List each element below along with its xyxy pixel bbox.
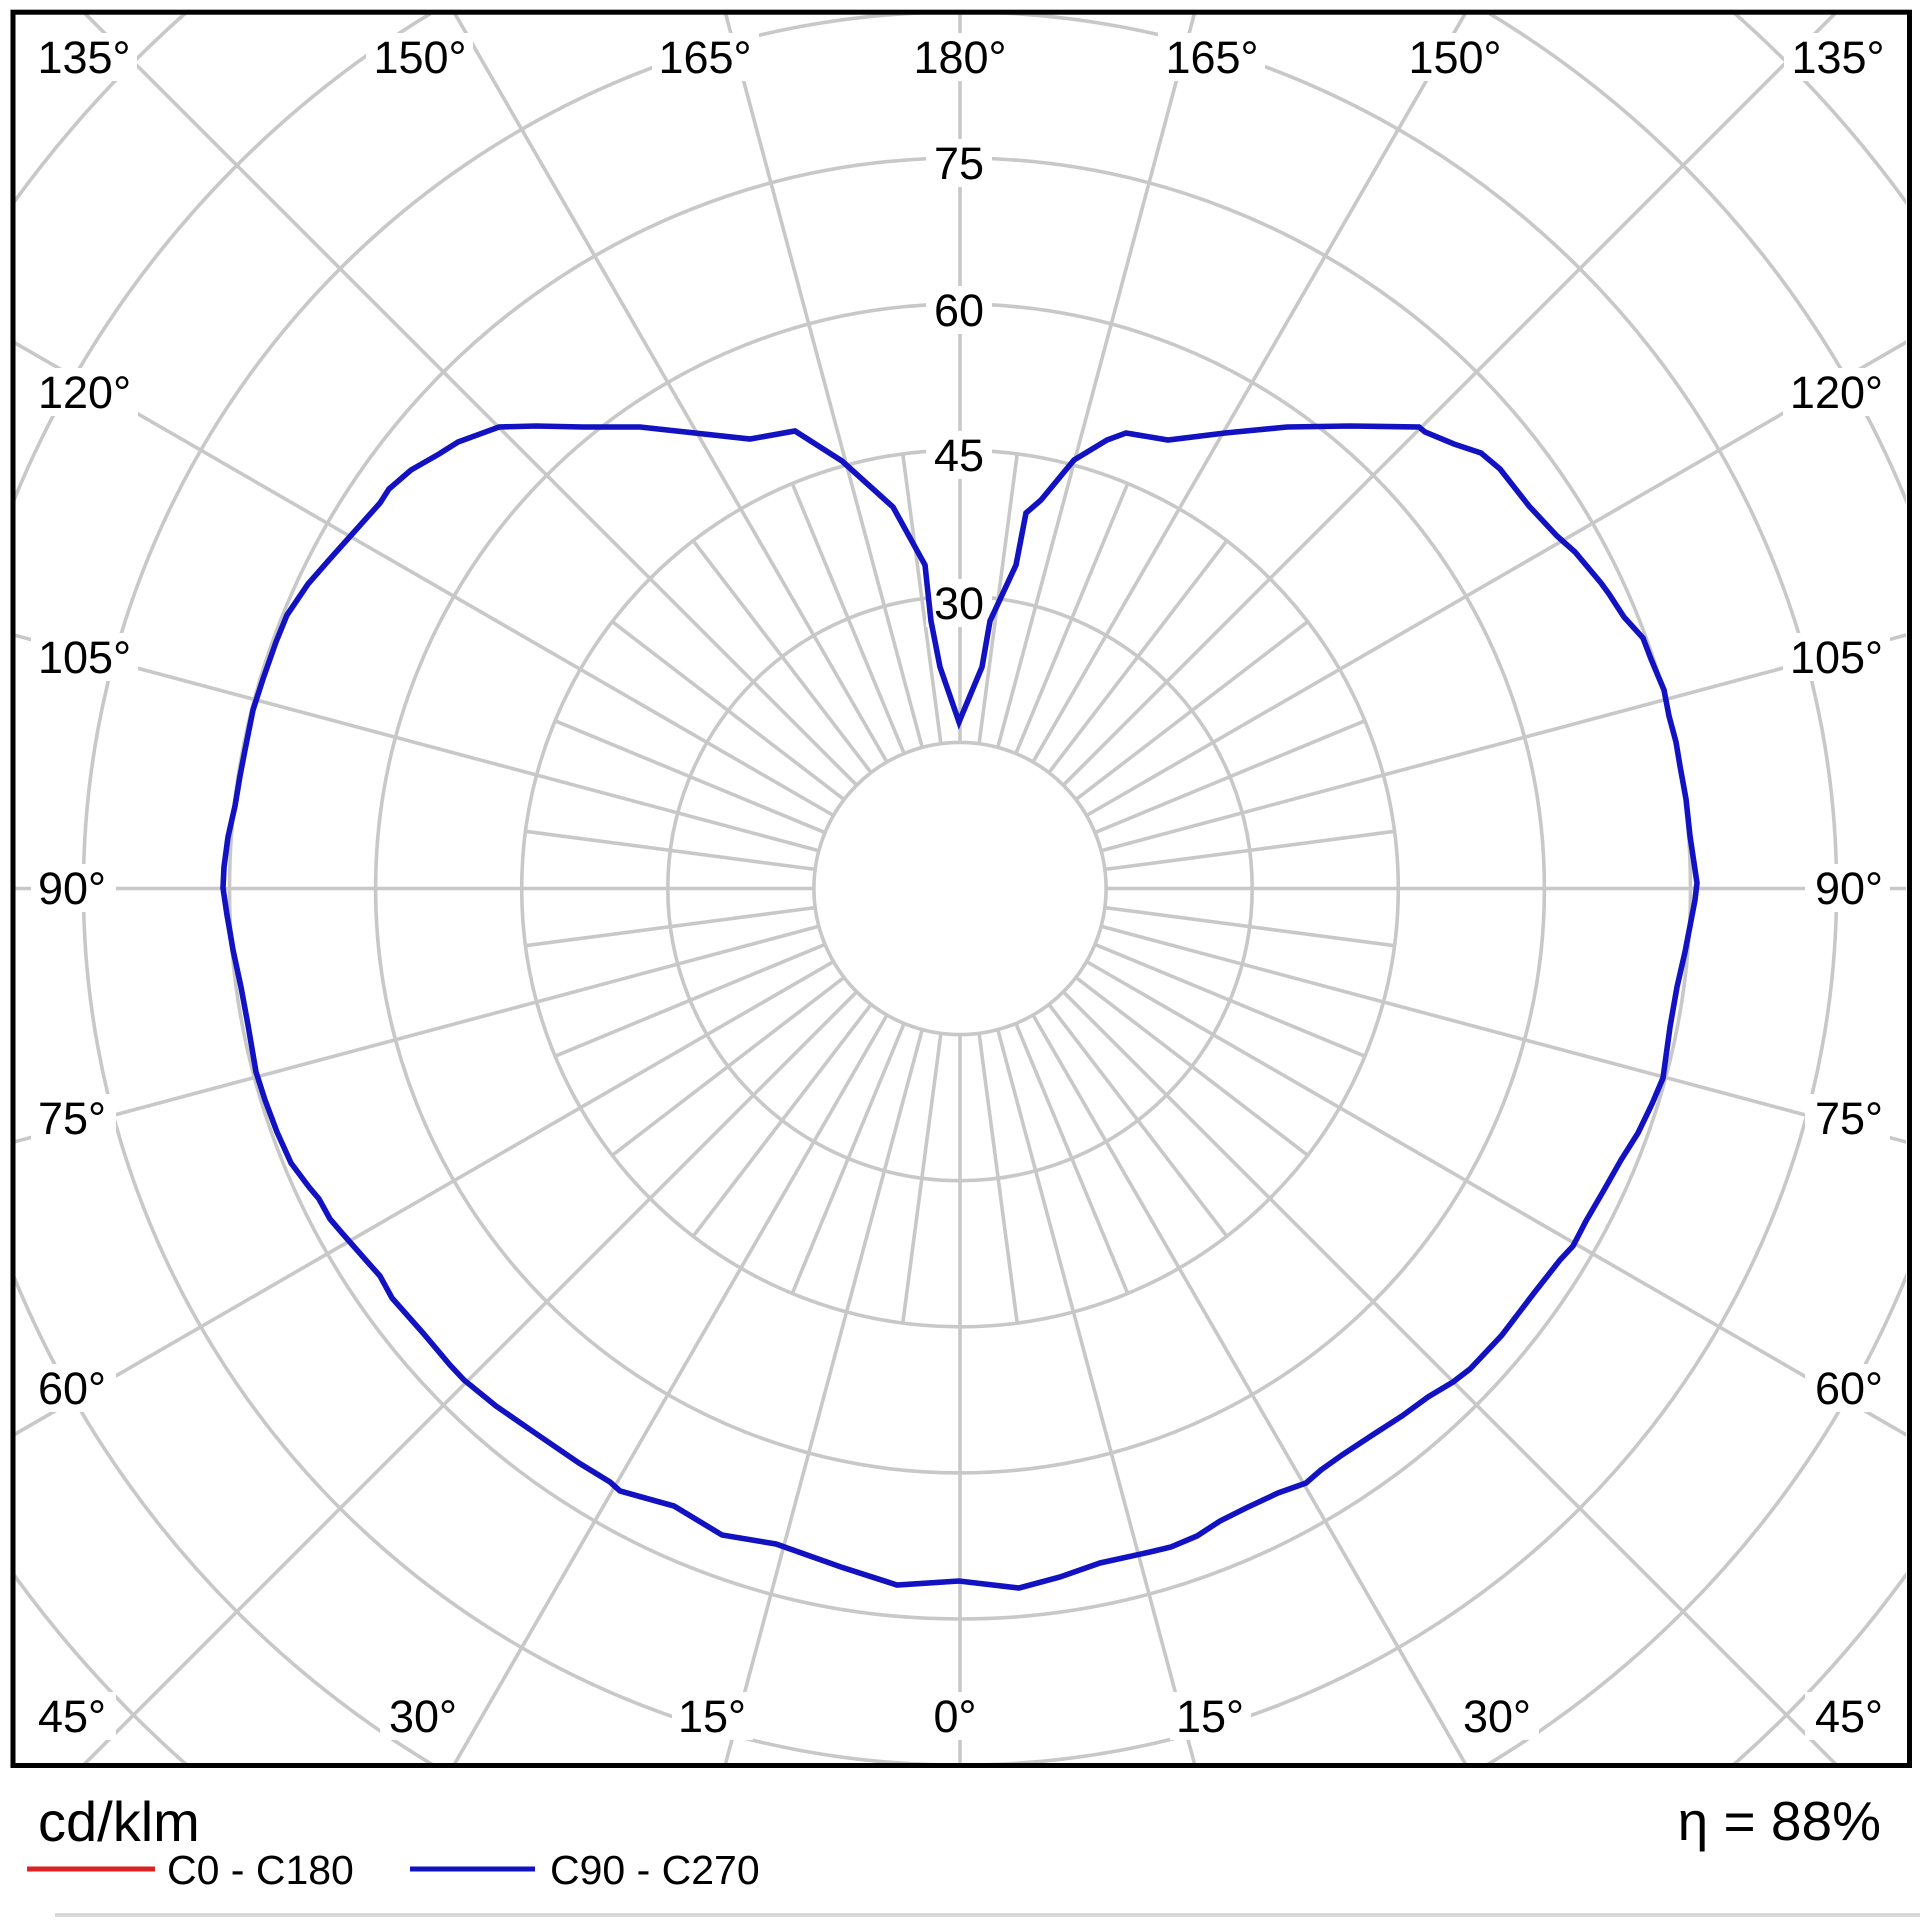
svg-text:135°: 135° (1791, 32, 1884, 83)
svg-text:45°: 45° (1815, 1691, 1883, 1742)
svg-text:cd/klm: cd/klm (38, 1790, 200, 1853)
svg-text:C0 - C180: C0 - C180 (167, 1847, 354, 1893)
svg-text:30°: 30° (389, 1691, 457, 1742)
svg-text:30: 30 (934, 578, 984, 629)
svg-text:η = 88%: η = 88% (1678, 1790, 1881, 1852)
svg-text:90°: 90° (38, 863, 106, 914)
svg-text:45: 45 (934, 430, 984, 481)
svg-text:135°: 135° (37, 32, 130, 83)
svg-text:105°: 105° (1790, 632, 1883, 683)
svg-text:165°: 165° (1165, 32, 1258, 83)
svg-text:75°: 75° (1815, 1093, 1883, 1144)
svg-text:120°: 120° (38, 367, 131, 418)
svg-text:30°: 30° (1463, 1691, 1531, 1742)
svg-text:45°: 45° (38, 1691, 106, 1742)
svg-text:120°: 120° (1790, 367, 1883, 418)
svg-text:105°: 105° (38, 632, 131, 683)
svg-text:90°: 90° (1815, 863, 1883, 914)
svg-text:150°: 150° (1408, 32, 1501, 83)
svg-text:180°: 180° (913, 32, 1006, 83)
svg-text:75: 75 (934, 138, 984, 189)
svg-text:150°: 150° (373, 32, 466, 83)
svg-text:165°: 165° (658, 32, 751, 83)
svg-text:0°: 0° (933, 1691, 976, 1742)
svg-text:75°: 75° (38, 1093, 106, 1144)
svg-text:C90 - C270: C90 - C270 (550, 1847, 760, 1893)
svg-text:15°: 15° (678, 1691, 746, 1742)
svg-text:60°: 60° (38, 1363, 106, 1414)
svg-text:15°: 15° (1176, 1691, 1244, 1742)
svg-text:60: 60 (934, 285, 984, 336)
svg-text:60°: 60° (1815, 1363, 1883, 1414)
